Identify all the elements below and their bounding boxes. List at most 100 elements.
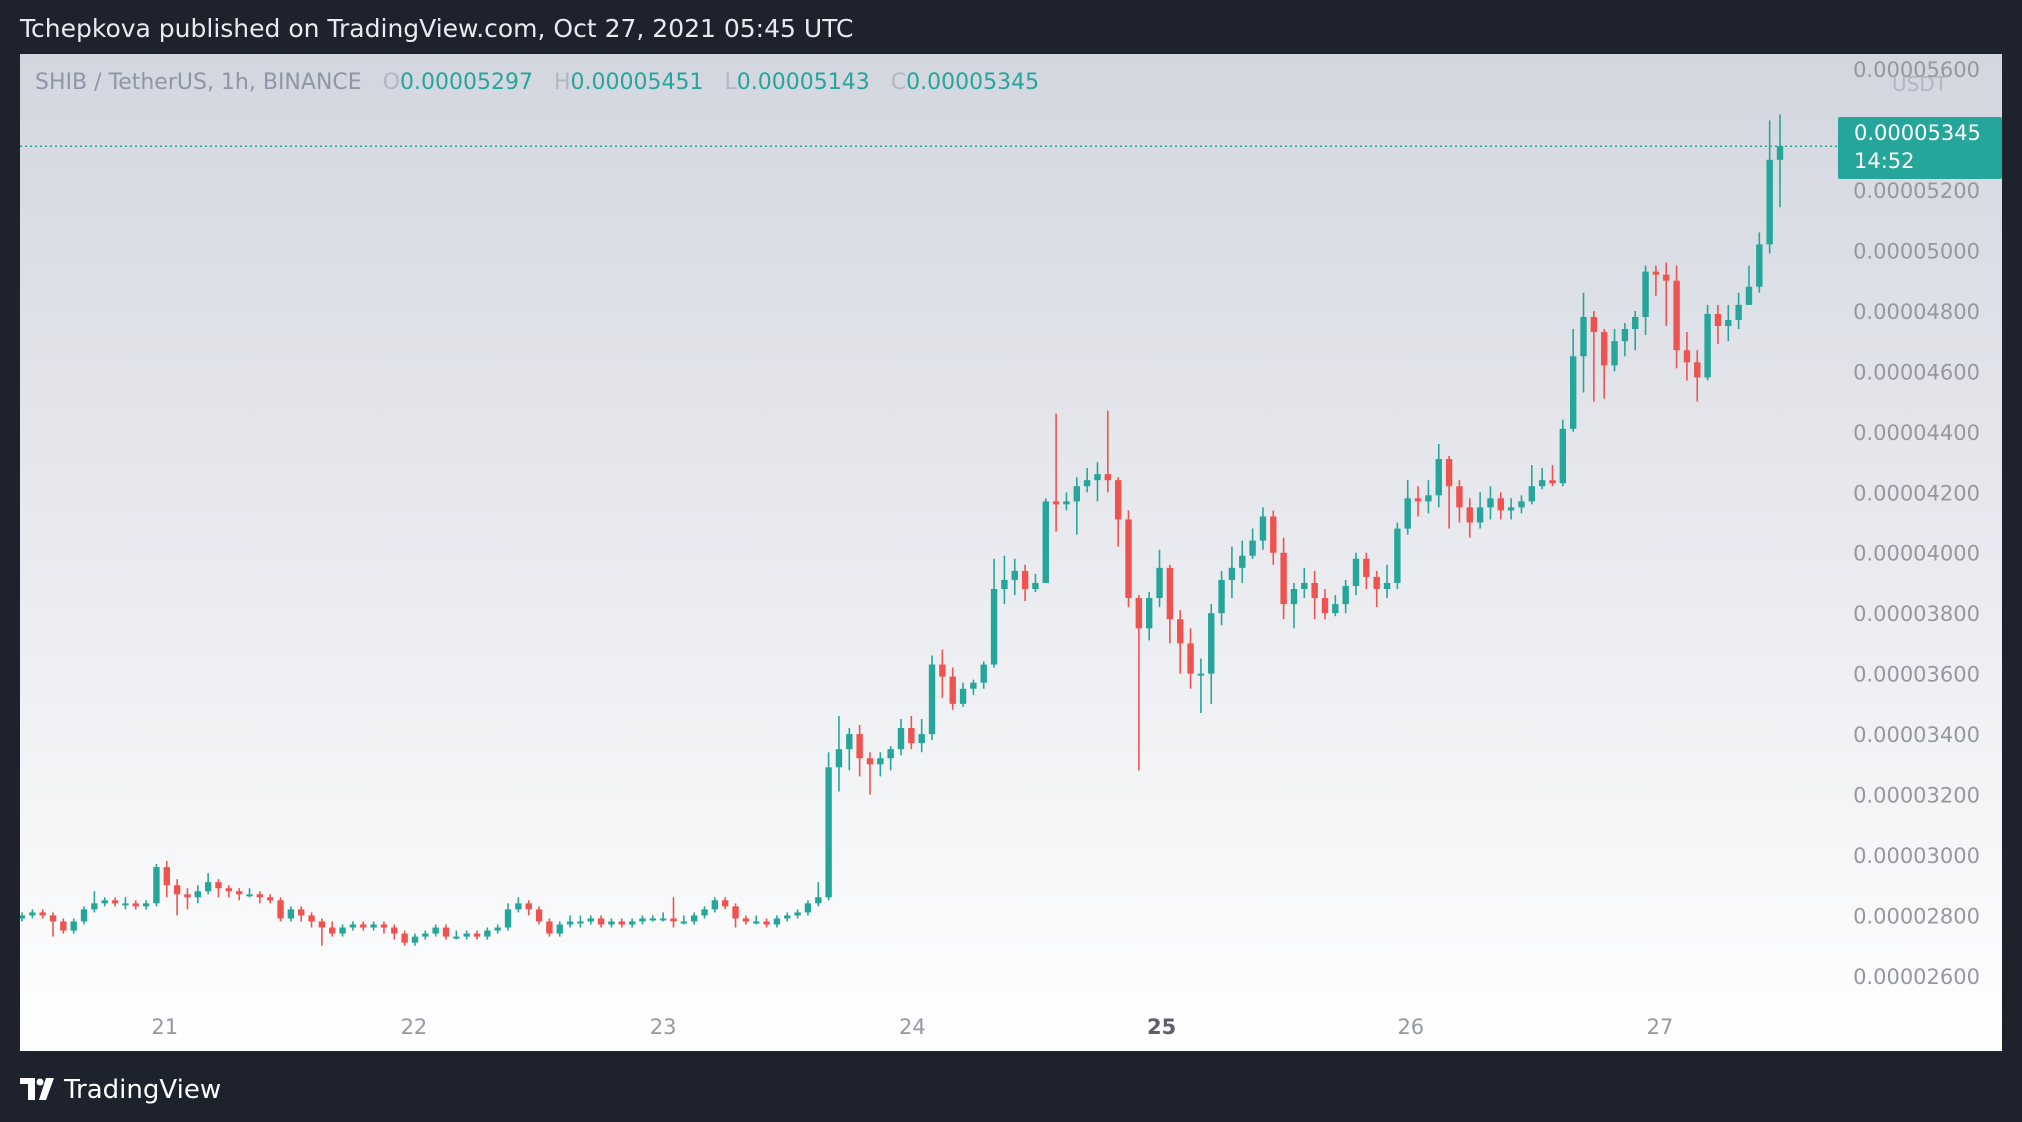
candle-body[interactable] — [442, 927, 450, 937]
candle-body[interactable] — [1083, 480, 1091, 487]
candle-body[interactable] — [266, 897, 274, 901]
candle-body[interactable] — [1332, 604, 1339, 614]
candle-body[interactable] — [1042, 501, 1049, 583]
candle-body[interactable] — [628, 921, 636, 925]
candle-body[interactable] — [1021, 570, 1029, 589]
candle-body[interactable] — [1445, 459, 1453, 487]
candle-body[interactable] — [1704, 313, 1711, 378]
candle-body[interactable] — [1569, 356, 1577, 429]
time-axis[interactable]: 21 22 23 24 25 26 27 — [151, 1015, 1673, 1039]
candle-body[interactable] — [163, 867, 170, 886]
candle-body[interactable] — [360, 924, 367, 928]
candle-body[interactable] — [680, 921, 688, 924]
candle-body[interactable] — [1611, 341, 1618, 366]
candle-body[interactable] — [122, 903, 129, 906]
candle-body[interactable] — [184, 894, 191, 898]
candle-body[interactable] — [235, 891, 243, 895]
candle-body[interactable] — [1776, 146, 1784, 160]
candle-body[interactable] — [1073, 486, 1080, 502]
candle-body[interactable] — [1011, 570, 1018, 580]
candle-body[interactable] — [1549, 480, 1556, 484]
candle-body[interactable] — [70, 921, 77, 931]
candle-body[interactable] — [339, 927, 346, 934]
candle-body[interactable] — [1208, 613, 1215, 674]
candle-body[interactable] — [1507, 507, 1515, 511]
candle-body[interactable] — [784, 915, 791, 919]
candle-body[interactable] — [1766, 159, 1773, 245]
candle-body[interactable] — [846, 734, 853, 750]
candle-body[interactable] — [546, 921, 553, 934]
candle-body[interactable] — [1404, 498, 1411, 529]
price-axis[interactable]: 0.000056000.000054000.000052000.00005000… — [1853, 58, 1980, 989]
candle-body[interactable] — [711, 900, 719, 910]
candle-body[interactable] — [39, 912, 46, 916]
candle-body[interactable] — [1497, 498, 1504, 511]
candle-body[interactable] — [577, 921, 584, 924]
candle-body[interactable] — [1373, 576, 1380, 589]
candle-body[interactable] — [1032, 582, 1039, 589]
candlestick-chart[interactable]: 0.000056000.000054000.000052000.00005000… — [20, 54, 2002, 1051]
candle-body[interactable] — [794, 912, 801, 916]
candle-body[interactable] — [959, 688, 967, 704]
candle-body[interactable] — [1342, 585, 1349, 605]
candle-body[interactable] — [1270, 516, 1277, 553]
candle-body[interactable] — [1694, 362, 1701, 378]
candle-body[interactable] — [494, 927, 501, 931]
candle-body[interactable] — [1487, 498, 1494, 508]
candle-body[interactable] — [866, 758, 874, 765]
candle-body[interactable] — [566, 921, 574, 925]
candle-body[interactable] — [277, 900, 284, 919]
candle-body[interactable] — [1218, 579, 1225, 614]
candle-body[interactable] — [877, 758, 884, 765]
candle-body[interactable] — [1632, 316, 1639, 330]
candle-body[interactable] — [1528, 486, 1536, 502]
candle-body[interactable] — [298, 909, 305, 916]
candle-body[interactable] — [1259, 516, 1267, 541]
candle-body[interactable] — [918, 734, 925, 744]
candle-body[interactable] — [422, 933, 429, 937]
candle-body[interactable] — [308, 915, 315, 922]
candle-body[interactable] — [690, 915, 698, 922]
candle-body[interactable] — [1352, 558, 1360, 586]
candle-body[interactable] — [132, 903, 139, 907]
candle-body[interactable] — [142, 903, 150, 907]
candle-body[interactable] — [701, 909, 708, 916]
candle-body[interactable] — [515, 903, 522, 910]
candle-body[interactable] — [1187, 643, 1194, 674]
candle-body[interactable] — [753, 921, 760, 924]
candle-body[interactable] — [773, 918, 781, 925]
candle-body[interactable] — [1725, 319, 1732, 327]
candle-body[interactable] — [722, 900, 729, 907]
candle-body[interactable] — [1301, 582, 1308, 589]
candle-body[interactable] — [1673, 280, 1680, 351]
candle-body[interactable] — [1435, 459, 1442, 496]
candle-body[interactable] — [856, 734, 863, 759]
candle-body[interactable] — [897, 728, 905, 750]
candle-body[interactable] — [225, 888, 233, 892]
candle-body[interactable] — [597, 918, 605, 925]
candle-body[interactable] — [204, 882, 212, 892]
candle-body[interactable] — [1063, 501, 1070, 505]
candle-body[interactable] — [1601, 332, 1608, 366]
candle-body[interactable] — [1239, 555, 1246, 568]
candle-body[interactable] — [453, 936, 460, 939]
candle-body[interactable] — [1166, 567, 1174, 620]
candle-body[interactable] — [1642, 271, 1649, 317]
candle-body[interactable] — [1228, 567, 1236, 580]
candle-body[interactable] — [1683, 350, 1691, 363]
candle-body[interactable] — [670, 918, 677, 922]
candle-body[interactable] — [1652, 271, 1660, 275]
candle-body[interactable] — [329, 927, 336, 934]
candle-body[interactable] — [318, 921, 326, 928]
candle-body[interactable] — [246, 894, 253, 897]
candle-body[interactable] — [1414, 498, 1422, 502]
candle-body[interactable] — [401, 933, 408, 943]
candle-body[interactable] — [1456, 486, 1463, 508]
candle-body[interactable] — [742, 918, 750, 922]
candle-body[interactable] — [1466, 507, 1473, 523]
candle-body[interactable] — [1114, 480, 1122, 520]
candle-body[interactable] — [649, 918, 657, 921]
candle-body[interactable] — [1135, 598, 1143, 629]
candle-body[interactable] — [1177, 619, 1184, 644]
candle-body[interactable] — [618, 921, 625, 925]
